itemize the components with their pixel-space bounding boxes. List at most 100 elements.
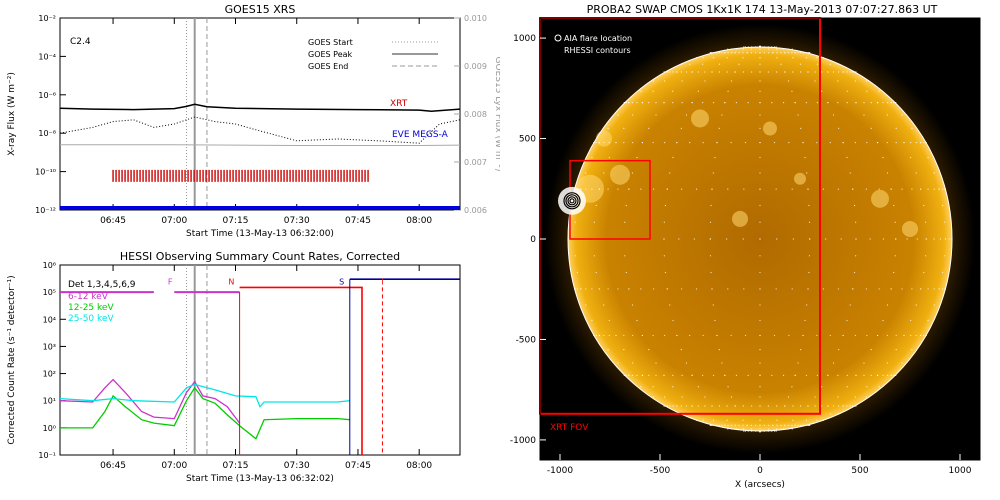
grid-dot: [595, 334, 597, 337]
grid-dot: [800, 52, 802, 54]
grid-dot: [666, 405, 668, 407]
grid-dot: [948, 238, 950, 240]
grid-dot: [916, 238, 918, 240]
grid-dot: [759, 428, 761, 430]
grid-dot: [792, 405, 794, 407]
grid-dot: [846, 90, 848, 92]
grid-dot: [574, 255, 576, 257]
goes-legend-label: GOES Peak: [308, 50, 353, 59]
grid-dot: [787, 80, 790, 82]
grid-dot: [792, 57, 794, 59]
grid-dot: [636, 102, 638, 104]
grid-dot: [775, 288, 777, 290]
grid-dot: [750, 428, 752, 430]
goes-y-tick-label: 10⁻¹²: [35, 206, 56, 215]
grid-dot: [863, 362, 865, 364]
grid-dot: [727, 288, 729, 290]
grid-dot: [628, 374, 630, 376]
hessi-x-tick-label: 07:45: [345, 461, 371, 471]
hessi-x-tick-label: 06:45: [100, 461, 126, 471]
grid-dot: [666, 71, 668, 73]
grid-dot: [746, 424, 748, 426]
grid-dot: [759, 90, 761, 92]
grid-dot: [678, 238, 680, 240]
grid-dot: [641, 334, 644, 337]
grid-dot: [942, 271, 944, 274]
grid-dot: [702, 334, 704, 337]
grid-dot: [944, 255, 946, 257]
grid-dot: [759, 48, 761, 50]
grid-dot: [800, 349, 802, 351]
hessi-legend-label: 12-25 keV: [68, 303, 114, 313]
grid-dot: [603, 172, 605, 174]
grid-dot: [623, 141, 625, 144]
grid-dot: [865, 288, 867, 290]
grid-dot: [837, 102, 839, 104]
grid-dot: [697, 386, 699, 388]
goes-lyman-line: [60, 144, 461, 146]
grid-dot: [727, 188, 729, 190]
grid-dot: [685, 362, 688, 364]
hessi-attenuator-flag: N: [228, 277, 234, 286]
grid-dot: [816, 419, 818, 421]
grid-dot: [681, 102, 683, 104]
grid-dot: [685, 114, 688, 116]
grid-dot: [886, 334, 888, 337]
grid-dot: [632, 362, 634, 364]
grid-dot: [718, 424, 720, 426]
rhessi-contour: [569, 198, 575, 204]
grid-dot: [925, 255, 927, 257]
grid-dot: [895, 238, 897, 240]
grid-dot: [787, 396, 790, 398]
goes-x-axis-label: Start Time (13-May-13 06:32:00): [186, 229, 334, 239]
hessi-25-50-line: [59, 383, 350, 408]
hessi-legend-label: 6-12 keV: [68, 292, 109, 302]
grid-dot: [895, 334, 897, 337]
grid-dot: [598, 141, 600, 144]
hessi-y-tick-label: 10⁰: [43, 424, 56, 433]
grid-dot: [742, 428, 744, 430]
grid-dot: [876, 141, 879, 144]
grid-dot: [759, 102, 761, 104]
grid-dot: [849, 172, 851, 174]
grid-dot: [933, 288, 935, 290]
grid-dot: [901, 362, 903, 364]
grid-dot: [615, 334, 617, 337]
grid-dot: [631, 304, 634, 306]
grid-dot: [759, 80, 761, 82]
grid-dot: [832, 114, 835, 116]
grid-dot: [837, 374, 839, 376]
grid-dot: [853, 271, 856, 274]
grid-dot: [915, 304, 917, 306]
grid-dot: [827, 405, 829, 407]
grid-dot: [689, 334, 691, 337]
grid-dot: [780, 52, 782, 54]
grid-dot: [822, 288, 825, 290]
grid-dot: [663, 374, 665, 376]
grid-dot: [846, 319, 848, 322]
grid-dot: [672, 156, 674, 159]
grid-dot: [767, 71, 769, 73]
swap-title: PROBA2 SWAP CMOS 1Kx1K 174 13-May-2013 0…: [587, 3, 938, 16]
grid-dot: [631, 374, 634, 376]
grid-dot: [759, 114, 761, 116]
grid-dot: [735, 102, 738, 104]
goes-x-tick-label: 07:45: [345, 216, 371, 226]
grid-dot: [890, 188, 892, 190]
grid-dot: [776, 238, 778, 240]
grid-dot: [676, 141, 678, 144]
grid-dot: [681, 80, 683, 82]
grid-dot: [593, 221, 595, 223]
grid-dot: [591, 188, 593, 190]
grid-dot: [925, 238, 927, 240]
grid-dot: [878, 386, 880, 388]
grid-dot: [681, 396, 683, 398]
grid-dot: [788, 141, 790, 144]
grid-dot: [768, 48, 770, 50]
grid-dot: [794, 374, 796, 376]
grid-dot: [608, 141, 610, 144]
hessi-title: HESSI Observing Summary Count Rates, Cor…: [120, 250, 400, 263]
grid-dot: [759, 57, 761, 59]
grid-dot: [849, 71, 851, 73]
